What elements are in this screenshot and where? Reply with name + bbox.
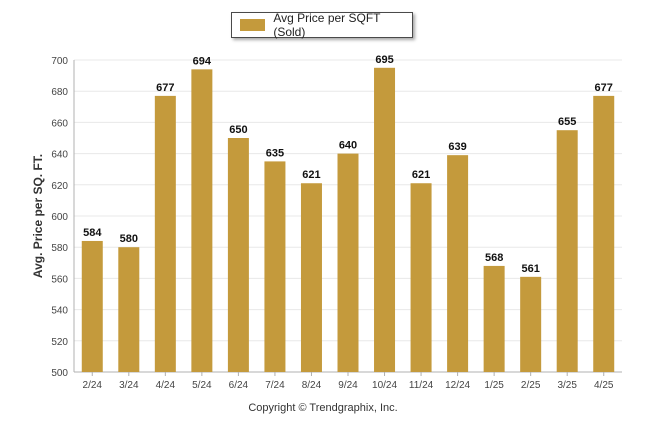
y-tick-label: 600 — [51, 212, 68, 223]
x-tick-label: 5/24 — [192, 380, 212, 391]
bar — [300, 183, 322, 372]
x-tick-label: 10/24 — [372, 380, 397, 391]
y-tick-label: 700 — [51, 56, 68, 67]
bar — [410, 183, 432, 372]
y-tick-label: 540 — [51, 306, 68, 317]
bar-value-label: 635 — [266, 147, 284, 159]
bar — [556, 130, 578, 372]
x-tick-label: 4/24 — [156, 380, 176, 391]
x-tick-label: 8/24 — [302, 380, 322, 391]
bar — [483, 265, 505, 372]
x-tick-label: 7/24 — [265, 380, 285, 391]
bar-value-label: 639 — [448, 141, 466, 153]
legend-swatch — [240, 19, 266, 31]
bar-value-label: 695 — [375, 54, 393, 66]
bar-value-label: 640 — [339, 140, 357, 152]
x-tick-label: 3/24 — [119, 380, 139, 391]
y-tick-label: 560 — [51, 274, 68, 285]
y-axis-title: Avg. Price per SQ. FT. — [31, 154, 45, 278]
bar-value-label: 621 — [412, 169, 430, 181]
x-tick-label: 2/25 — [521, 380, 541, 391]
bar — [520, 276, 542, 372]
y-tick-label: 500 — [51, 368, 68, 379]
bar-value-label: 655 — [558, 116, 576, 128]
chart-legend: Avg Price per SQFT (Sold) — [231, 11, 413, 39]
bar — [227, 138, 249, 372]
bar — [593, 95, 615, 372]
y-tick-label: 640 — [51, 150, 68, 161]
bar — [118, 247, 140, 372]
y-tick-label: 520 — [51, 337, 68, 348]
x-tick-label: 12/24 — [445, 380, 470, 391]
bar — [447, 155, 469, 372]
bar — [191, 69, 213, 373]
bar — [337, 153, 359, 372]
bar — [81, 240, 103, 372]
bar-value-label: 561 — [521, 263, 539, 275]
bar-value-label: 694 — [193, 55, 212, 67]
bar — [374, 67, 396, 373]
x-tick-label: 9/24 — [338, 380, 358, 391]
y-tick-label: 580 — [51, 243, 68, 254]
bar — [154, 95, 176, 372]
bar-value-label: 650 — [229, 124, 247, 136]
x-tick-label: 11/24 — [409, 380, 434, 391]
x-tick-label: 2/24 — [83, 380, 103, 391]
copyright-text: Copyright © Trendgraphix, Inc. — [248, 402, 398, 414]
x-tick-label: 6/24 — [229, 380, 249, 391]
bar-value-label: 580 — [120, 233, 138, 245]
x-tick-label: 4/25 — [594, 380, 614, 391]
y-tick-label: 680 — [51, 87, 68, 98]
bar-value-label: 568 — [485, 252, 503, 264]
y-tick-label: 660 — [51, 118, 68, 129]
bar — [264, 161, 286, 372]
legend-label: Avg Price per SQFT (Sold) — [273, 11, 381, 39]
bar-value-label: 584 — [83, 227, 102, 239]
bar-value-label: 677 — [595, 82, 613, 94]
y-tick-label: 620 — [51, 181, 68, 192]
bar-value-label: 621 — [302, 169, 320, 181]
bar-value-label: 677 — [156, 82, 174, 94]
x-tick-label: 1/25 — [484, 380, 504, 391]
x-tick-label: 3/25 — [557, 380, 577, 391]
